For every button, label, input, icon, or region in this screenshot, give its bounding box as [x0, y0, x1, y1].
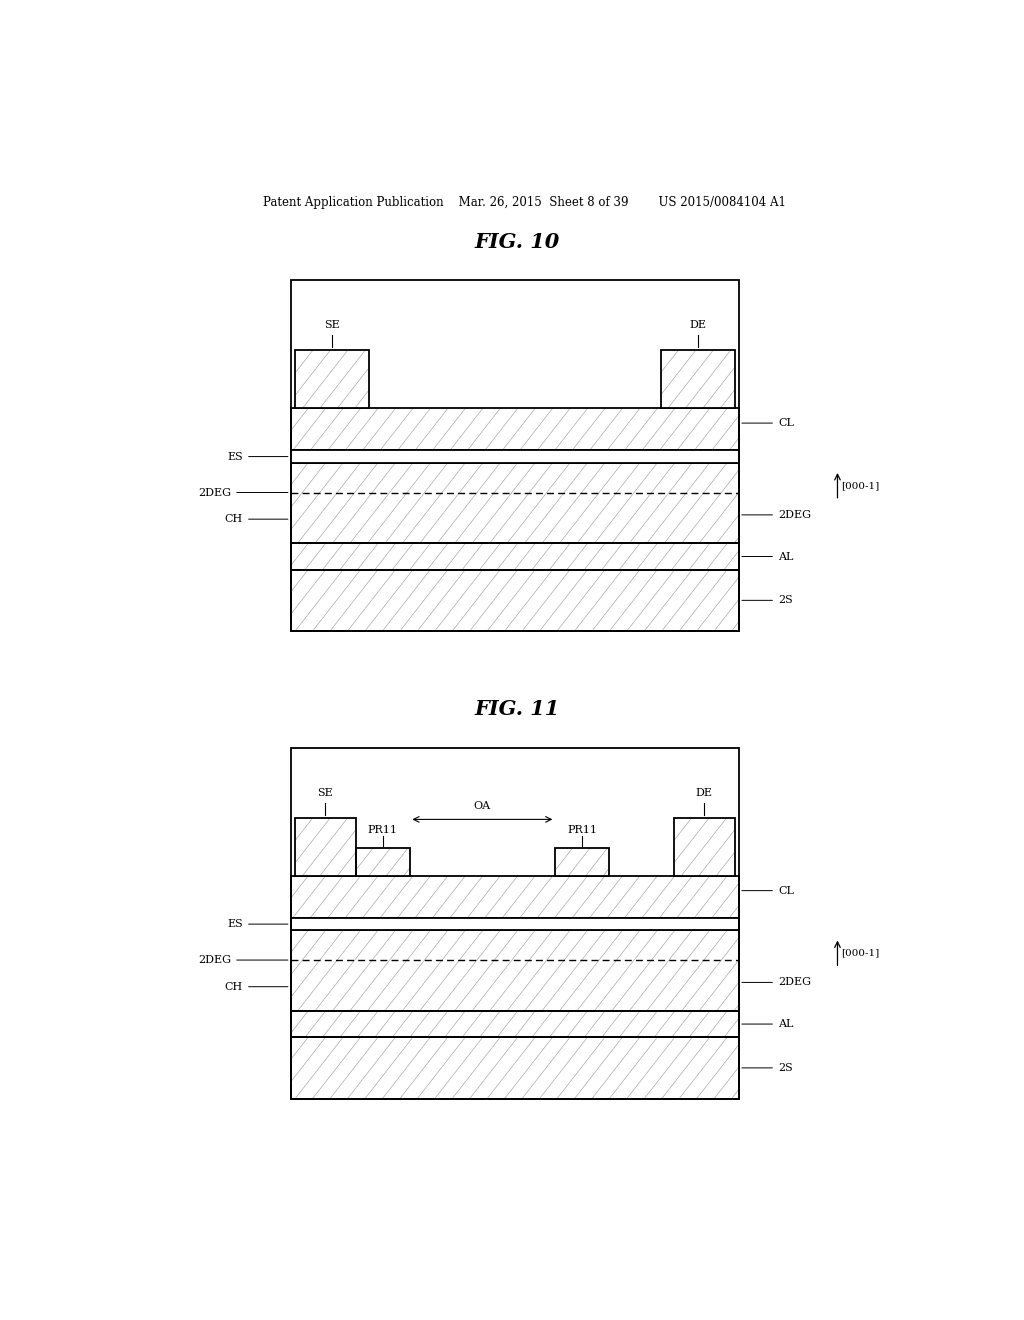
Text: SE: SE	[317, 788, 334, 797]
Bar	[355, 847, 410, 876]
Text: ES: ES	[227, 451, 288, 462]
Bar	[291, 463, 739, 544]
Text: [000-1]: [000-1]	[842, 949, 880, 957]
Bar	[291, 931, 739, 1011]
Text: 2DEG: 2DEG	[741, 510, 811, 520]
Bar	[291, 1038, 739, 1098]
Bar	[291, 570, 739, 631]
Text: PR11: PR11	[567, 825, 597, 834]
Text: DE: DE	[696, 788, 713, 797]
Bar	[555, 847, 609, 876]
Bar	[291, 408, 739, 450]
Bar	[674, 818, 734, 876]
Text: 2DEG: 2DEG	[199, 956, 288, 965]
Bar	[291, 748, 739, 1098]
Text: [000-1]: [000-1]	[842, 480, 880, 490]
Text: 2S: 2S	[741, 1063, 793, 1073]
Text: CL: CL	[741, 886, 794, 896]
Bar	[295, 351, 370, 408]
Bar	[295, 818, 355, 876]
Bar	[291, 931, 739, 1011]
Text: CH: CH	[225, 982, 288, 991]
Text: FIG. 11: FIG. 11	[474, 700, 559, 719]
Text: PR11: PR11	[368, 825, 397, 834]
Bar	[660, 351, 734, 408]
Bar	[291, 463, 739, 544]
Text: FIG. 10: FIG. 10	[474, 232, 559, 252]
Text: 2DEG: 2DEG	[741, 977, 811, 987]
Bar	[291, 570, 739, 631]
Bar	[660, 351, 734, 408]
Bar	[295, 818, 355, 876]
Text: CL: CL	[741, 418, 794, 428]
Bar	[291, 450, 739, 463]
Text: Patent Application Publication    Mar. 26, 2015  Sheet 8 of 39        US 2015/00: Patent Application Publication Mar. 26, …	[263, 195, 786, 209]
Text: OA: OA	[474, 801, 490, 812]
Text: 2DEG: 2DEG	[199, 487, 288, 498]
Bar	[291, 408, 739, 450]
Bar	[291, 917, 739, 931]
Bar	[674, 818, 734, 876]
Bar	[291, 544, 739, 570]
Text: 2S: 2S	[741, 595, 793, 606]
Bar	[295, 351, 370, 408]
Bar	[291, 876, 739, 917]
Bar	[291, 1038, 739, 1098]
Text: SE: SE	[325, 321, 340, 330]
Text: CH: CH	[225, 515, 288, 524]
Text: DE: DE	[689, 321, 707, 330]
Text: AL: AL	[741, 552, 794, 561]
Bar	[555, 847, 609, 876]
Text: AL: AL	[741, 1019, 794, 1030]
Bar	[291, 876, 739, 917]
Bar	[291, 544, 739, 570]
Text: ES: ES	[227, 919, 288, 929]
Bar	[291, 1011, 739, 1038]
Bar	[355, 847, 410, 876]
Bar	[291, 1011, 739, 1038]
Bar	[291, 280, 739, 631]
